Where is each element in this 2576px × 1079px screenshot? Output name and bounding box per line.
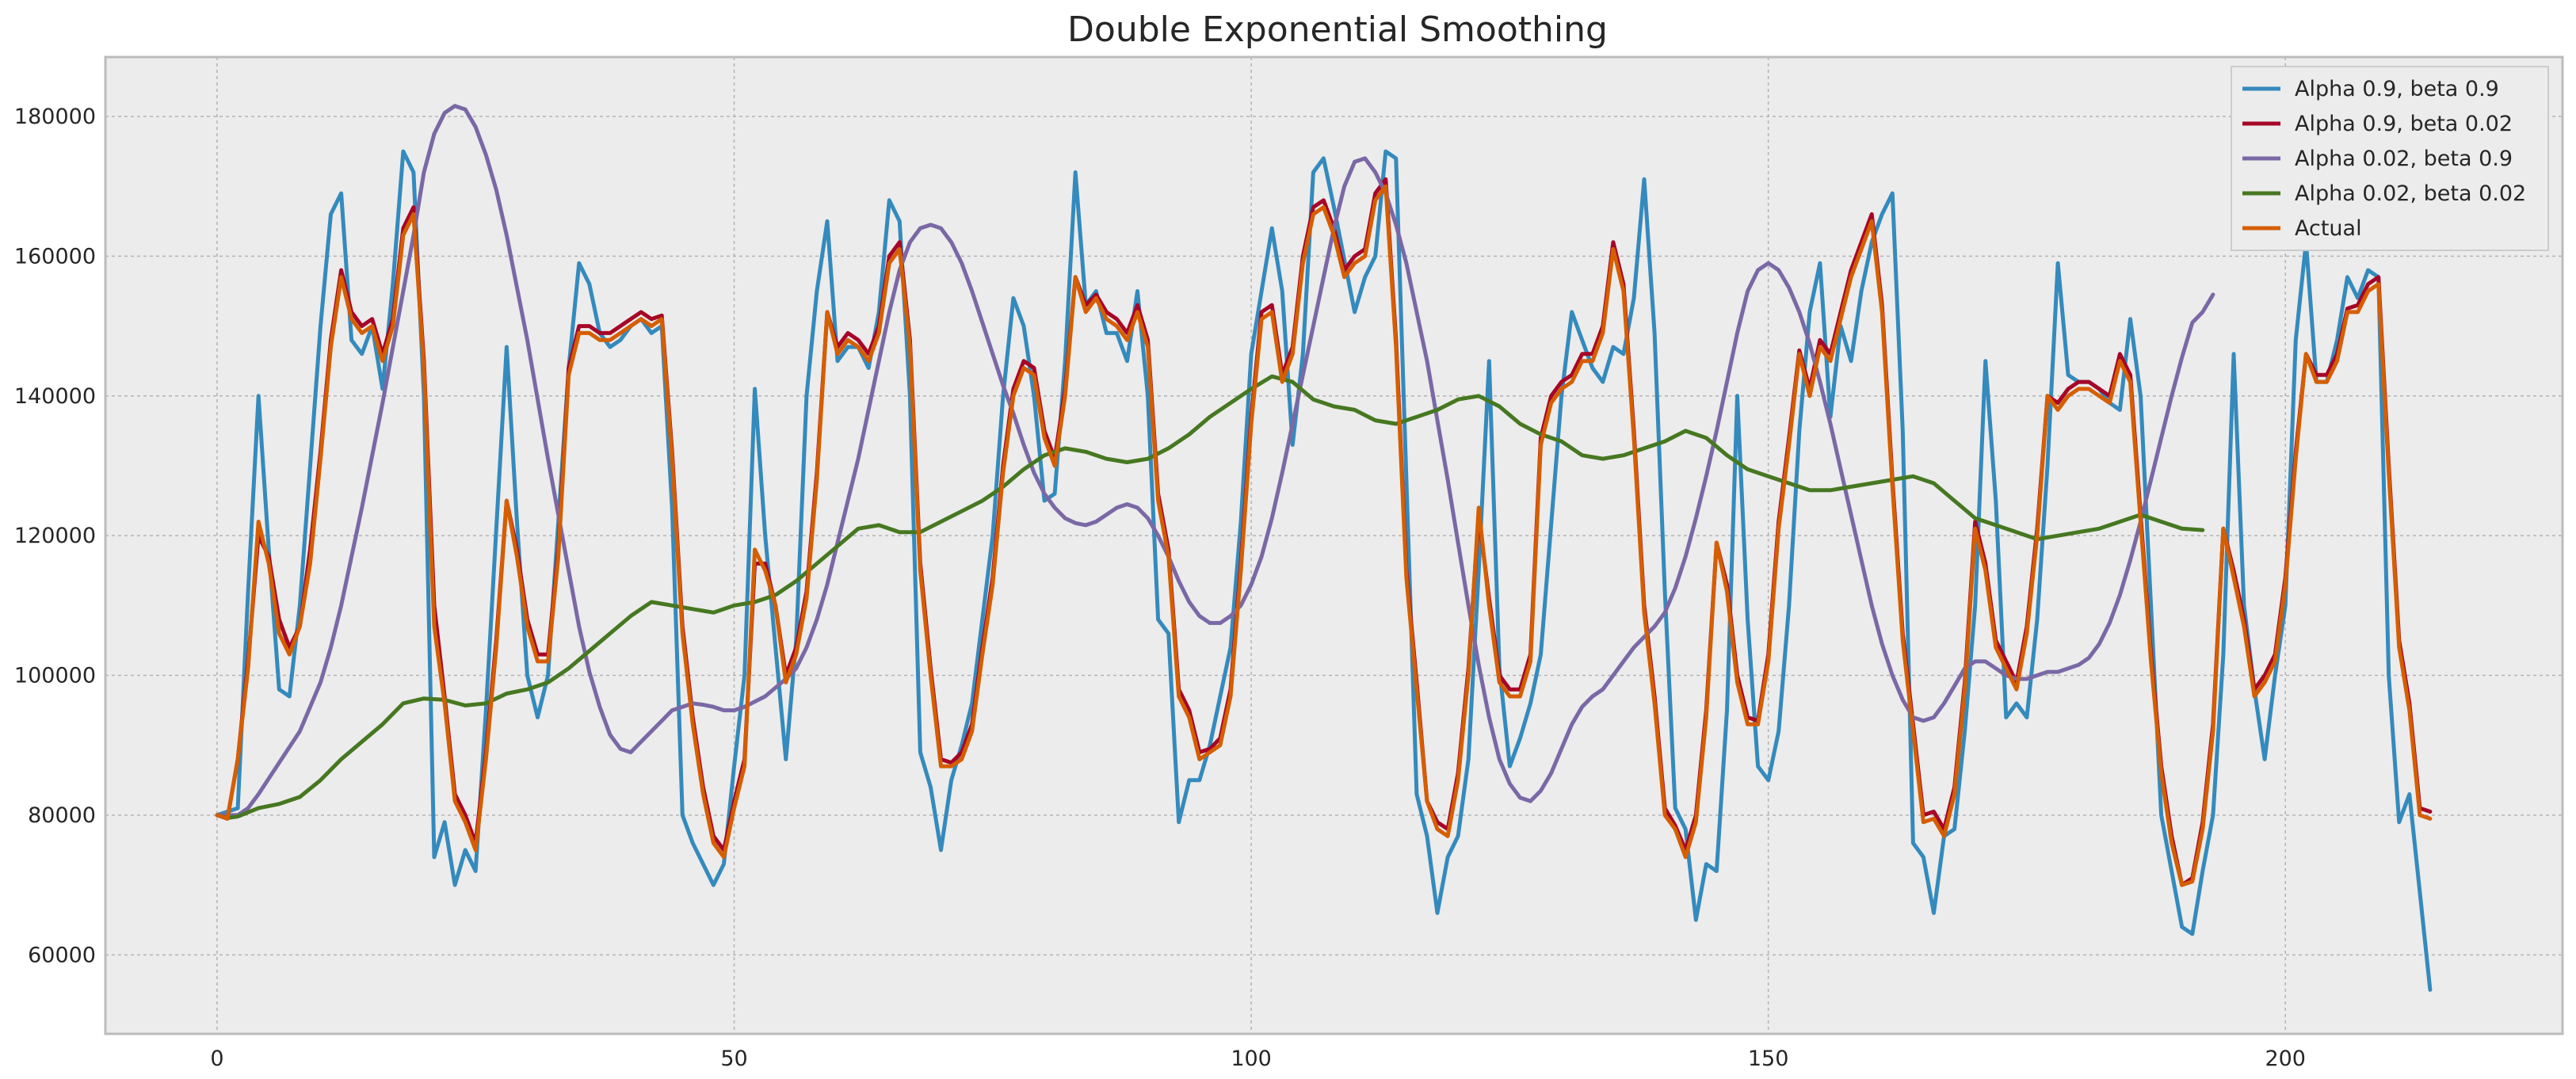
axes-frame bbox=[104, 55, 2564, 1035]
y-tick-label: 100000 bbox=[14, 664, 96, 688]
y-tick-label: 140000 bbox=[14, 384, 96, 409]
y-tick-label: 120000 bbox=[14, 524, 96, 548]
y-axis-ticks: 60000 80000 100000 120000 140000 160000 180000 bbox=[14, 105, 96, 967]
x-tick-label: 150 bbox=[1748, 1047, 1789, 1071]
y-tick-label: 60000 bbox=[28, 943, 96, 967]
series-line-3 bbox=[215, 104, 2215, 818]
legend: Alpha 0.9, beta 0.9 Alpha 0.9, beta 0.02 A… bbox=[2231, 66, 2549, 251]
legend-box bbox=[2231, 66, 2549, 251]
x-tick-label: 50 bbox=[720, 1047, 747, 1071]
series-line-2 bbox=[215, 177, 2433, 887]
x-tick-label: 100 bbox=[1231, 1047, 1272, 1071]
y-tick-label: 160000 bbox=[14, 244, 96, 269]
legend-label: Alpha 0.02, beta 0.02 bbox=[2295, 181, 2526, 206]
series-line-5 bbox=[215, 184, 2433, 887]
series-line-4 bbox=[215, 374, 2205, 820]
y-tick-label: 180000 bbox=[14, 105, 96, 129]
series-lines bbox=[215, 104, 2433, 992]
legend-label: Alpha 0.9, beta 0.9 bbox=[2295, 77, 2499, 101]
series-line-1 bbox=[215, 149, 2433, 992]
legend-label: Alpha 0.9, beta 0.02 bbox=[2295, 112, 2513, 136]
legend-label: Actual bbox=[2295, 216, 2362, 241]
legend-label: Alpha 0.02, beta 0.9 bbox=[2295, 147, 2513, 171]
y-tick-label: 80000 bbox=[28, 803, 96, 828]
chart-title: Double Exponential Smoothing bbox=[1067, 10, 1608, 50]
x-axis-ticks: 0 50 100 150 200 bbox=[210, 1047, 2306, 1071]
x-tick-label: 200 bbox=[2265, 1047, 2306, 1071]
x-tick-label: 0 bbox=[210, 1047, 223, 1071]
